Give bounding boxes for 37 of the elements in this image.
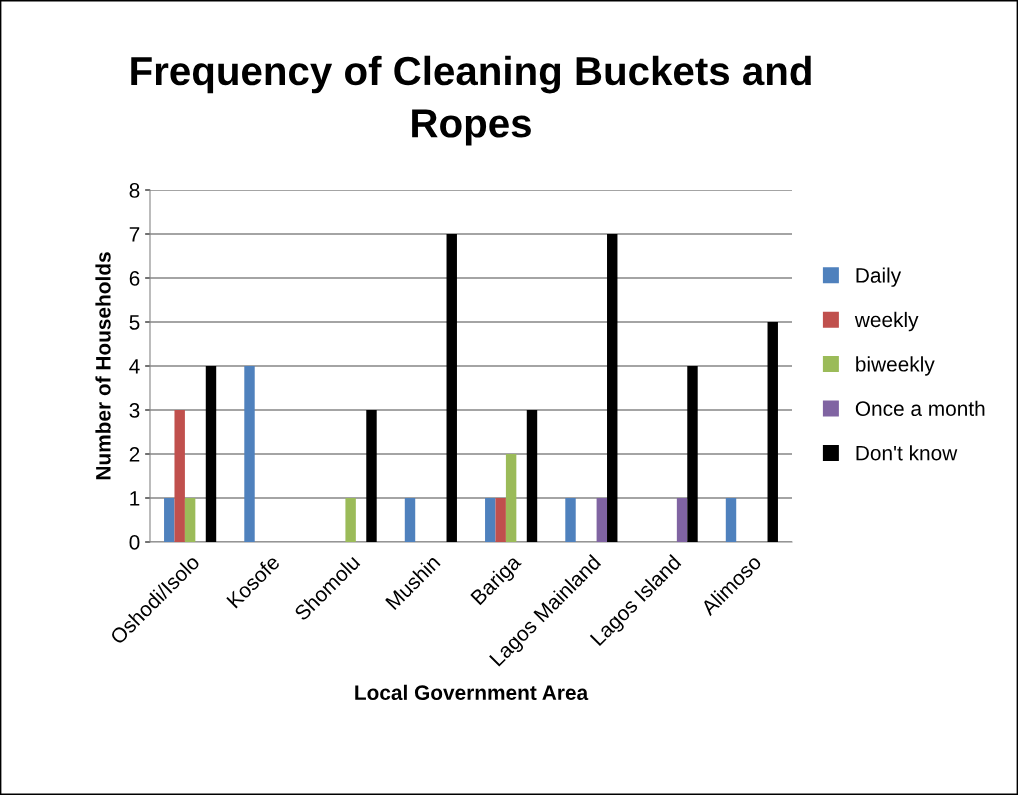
y-tick-label: 3 <box>129 403 140 418</box>
bar <box>366 410 377 542</box>
legend-label: Once a month <box>855 400 985 417</box>
bar <box>485 498 496 542</box>
x-axis-title: Local Government Area <box>355 684 589 701</box>
bar <box>596 498 608 542</box>
bar <box>184 498 196 542</box>
y-tick-label: 8 <box>129 183 140 198</box>
y-axis-title: Number of Households <box>95 252 111 480</box>
bar <box>505 454 517 542</box>
y-tick-label: 2 <box>129 447 140 462</box>
bar <box>565 498 576 542</box>
y-tick-label: 1 <box>130 491 140 506</box>
y-tick-label: 5 <box>129 315 140 330</box>
y-tick-label: 6 <box>129 271 140 286</box>
bar <box>244 366 255 542</box>
bar <box>404 498 416 542</box>
bar <box>767 322 778 542</box>
y-tick-label: 4 <box>129 359 140 374</box>
y-tick-label: 7 <box>129 227 140 242</box>
legend-label: weekly <box>854 311 919 332</box>
bar <box>676 498 688 542</box>
bar <box>495 498 506 542</box>
bar <box>446 234 457 542</box>
bar <box>607 234 618 542</box>
y-tick-label: 0 <box>129 535 140 550</box>
legend-label: biweekly <box>856 356 935 376</box>
legend-label: Daily <box>856 267 902 287</box>
chart-title: Frequency of Cleaning Buckets and Ropes <box>131 55 811 146</box>
bar <box>174 410 185 542</box>
legend-label: Don't know <box>856 445 958 461</box>
bar <box>205 366 217 542</box>
bar <box>526 410 538 542</box>
bar <box>687 366 698 542</box>
bar <box>345 498 356 542</box>
bar <box>164 498 175 542</box>
bar <box>725 498 737 542</box>
